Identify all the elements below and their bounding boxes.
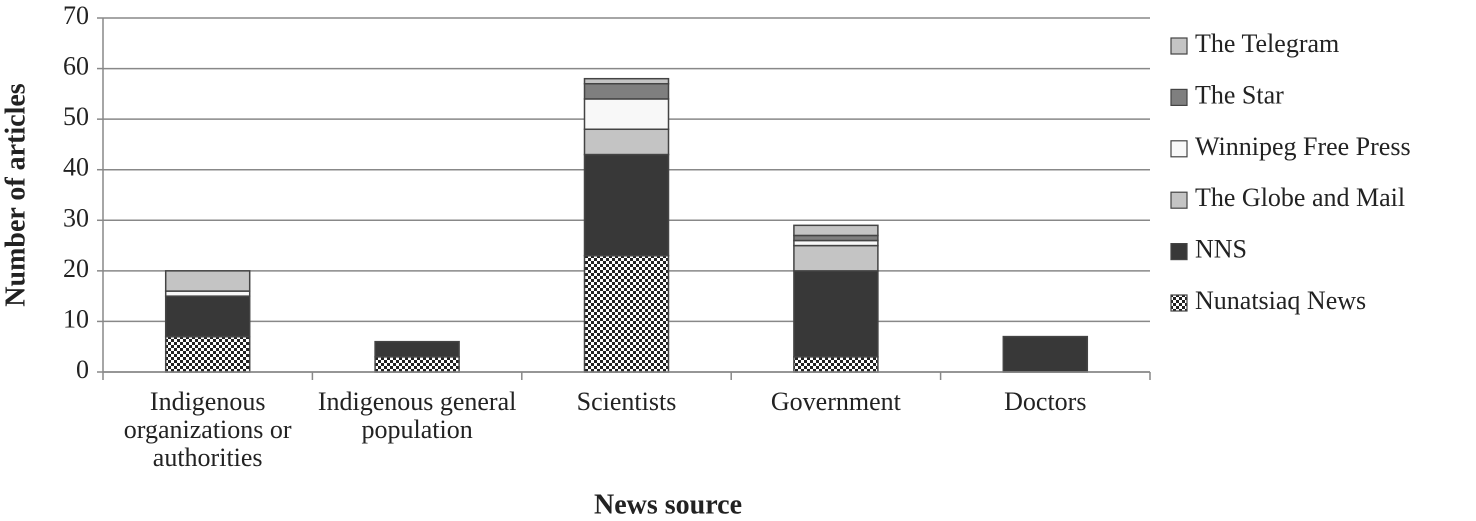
bar-segment: [164, 290, 251, 297]
legend-swatch: [1170, 37, 1188, 55]
bar-segment: [583, 98, 670, 131]
legend-label: The Globe and Mail: [1195, 183, 1405, 212]
y-tick-label: 20: [63, 254, 89, 283]
bar-segment: [164, 270, 251, 292]
x-tick-label: Government: [770, 387, 901, 416]
y-tick-label: 10: [63, 304, 89, 333]
bar-segment: [793, 234, 879, 242]
x-tick-label: Scientists: [576, 387, 677, 416]
legend-swatch: [1170, 191, 1188, 209]
y-tick-label: 70: [63, 1, 89, 30]
legend-swatch: [1170, 140, 1188, 158]
bar-segment: [164, 295, 251, 338]
x-tick-label: Doctors: [1004, 387, 1087, 416]
legend-label: NNS: [1195, 235, 1247, 264]
x-axis-title: News source: [594, 489, 742, 520]
bar-segment: [164, 335, 251, 373]
y-tick-label: 30: [63, 203, 89, 232]
legend-label: Winnipeg Free Press: [1195, 132, 1411, 161]
legend-label: The Telegram: [1195, 29, 1339, 58]
legend-swatch: [1170, 294, 1188, 312]
legend-swatch: [1170, 243, 1188, 261]
bar-segment: [374, 356, 460, 373]
legend-swatch: [1170, 88, 1188, 107]
y-tick-label: 50: [63, 102, 89, 131]
x-tick-label: Indigenous organizations or authorities: [123, 387, 292, 472]
legend-label: Nunatsiaq News: [1195, 286, 1366, 315]
x-tick-label: Indigenous general population: [317, 387, 517, 444]
bar-segment: [793, 224, 879, 237]
y-tick-label: 40: [63, 153, 89, 182]
bar-segment: [583, 82, 670, 100]
bar-segment: [793, 239, 879, 247]
bar-segment: [1002, 335, 1089, 373]
bar-segment: [583, 153, 670, 257]
y-tick-label: 0: [76, 355, 89, 384]
y-tick-label: 60: [63, 52, 89, 81]
bar-segment: [583, 77, 670, 85]
bar-segment: [374, 340, 460, 358]
bar-segment: [583, 254, 670, 373]
y-axis-title: Number of articles: [0, 83, 31, 307]
bar-segment: [793, 356, 879, 373]
bar-segment: [793, 270, 879, 358]
legend-label: The Star: [1195, 80, 1284, 109]
bar-segment: [583, 128, 670, 156]
bar-segment: [793, 244, 879, 272]
